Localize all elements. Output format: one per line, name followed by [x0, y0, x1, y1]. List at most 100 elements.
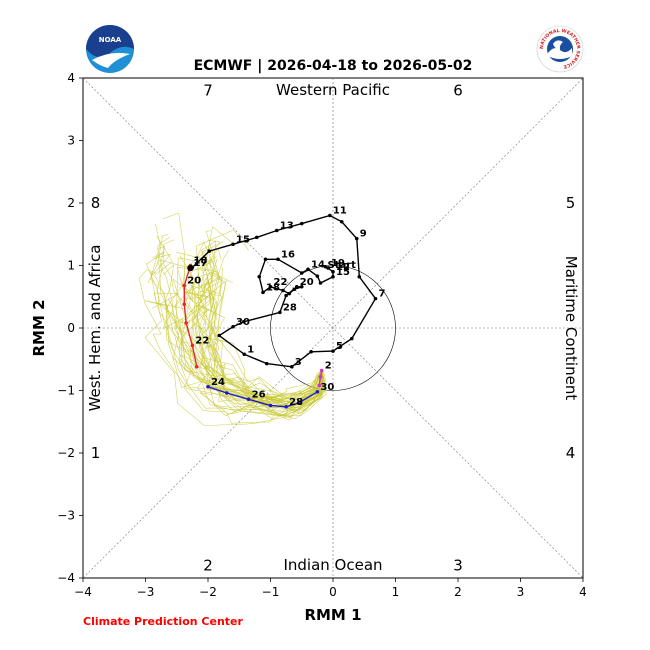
y-tick-label: 1 — [67, 259, 75, 273]
forecast-blue-point — [206, 384, 210, 389]
observed-point-label: 18 — [266, 282, 280, 293]
phase-number-label: 8 — [91, 194, 101, 212]
phase-number-label: 3 — [453, 557, 463, 575]
observed-point — [299, 221, 304, 226]
observed-point — [354, 236, 359, 241]
chart-title: ECMWF | 2026-04-18 to 2026-05-02 — [194, 58, 473, 74]
observed-point — [207, 249, 212, 253]
observed-point-label: 30 — [236, 317, 250, 328]
forecast-red-point-label: 22 — [195, 336, 209, 347]
noaa-logo: NOAA — [86, 25, 134, 73]
observed-point-label: 14 — [311, 259, 325, 270]
forecast-red-point — [184, 321, 188, 325]
observed-point — [274, 228, 279, 233]
observed-point-label: 1 — [247, 344, 254, 355]
ensemble-member-line — [197, 267, 324, 409]
observed-point — [268, 284, 273, 289]
observed-point-label: 12 — [336, 262, 350, 273]
phase-number-label: 7 — [203, 82, 213, 100]
ensemble-member-line — [208, 289, 324, 420]
observed-point-label: 17 — [194, 258, 208, 269]
ensemble-member-line — [196, 291, 324, 420]
observed-point — [263, 257, 268, 262]
ensemble-member-line — [179, 255, 323, 407]
labels-layer: Western Pacific Indian Ocean West. Hem. an… — [86, 81, 580, 575]
nws-logo: NATIONAL WEATHER SERVICE — [536, 25, 584, 73]
x-tick-label: −3 — [137, 585, 155, 599]
forecast-blue-point — [284, 404, 288, 409]
observed-point — [217, 333, 222, 338]
observed-point — [241, 319, 246, 324]
region-label-top: Western Pacific — [276, 81, 390, 99]
observed-point — [299, 271, 304, 275]
observed-point — [306, 267, 310, 272]
ensemble-member-line — [212, 272, 327, 415]
y-tick-label: 4 — [67, 71, 75, 85]
region-label-bottom: Indian Ocean — [283, 556, 382, 574]
y-tick-label: 3 — [67, 134, 75, 148]
observed-point-label: 3 — [295, 357, 302, 368]
ensemble-member-line — [150, 237, 323, 402]
observed-point-label: 11 — [333, 206, 347, 217]
ensemble-member-line — [199, 230, 326, 400]
phase-number-label: 6 — [453, 82, 463, 100]
observed-point — [294, 284, 299, 289]
x-tick-label: −2 — [199, 585, 217, 599]
region-label-right: Maritime Continent — [562, 256, 580, 401]
x-tick-label: 2 — [454, 585, 462, 599]
observed-point — [331, 274, 335, 279]
forecast-magenta-point — [318, 374, 323, 379]
y-tick-label: −2 — [57, 446, 75, 460]
forecast-magenta-point — [317, 383, 322, 388]
ensemble-member-line — [162, 299, 323, 424]
observed-point — [309, 349, 313, 354]
ensemble-member-line — [184, 226, 325, 403]
region-label-left: West. Hem. and Africa — [86, 245, 104, 412]
observed-point — [326, 266, 330, 270]
observed-point-label: 15 — [236, 234, 250, 245]
observed-point-label: 9 — [360, 229, 367, 240]
observed-point — [318, 281, 323, 285]
forecast-blue-point — [246, 397, 251, 402]
x-tick-label: 3 — [517, 585, 525, 599]
ensemble-member-line — [184, 241, 325, 396]
ensemble-member-line — [147, 259, 323, 412]
observed-point — [231, 242, 235, 247]
observed-point — [331, 349, 335, 353]
observed-point — [289, 364, 294, 369]
observed-point — [292, 287, 297, 292]
y-axis-label: RMM 2 — [30, 299, 48, 356]
observed-point — [287, 291, 292, 296]
observed-point — [349, 336, 354, 341]
y-tick-label: −4 — [57, 571, 75, 585]
observed-point-label: 22 — [274, 277, 288, 288]
start-label: Start — [328, 260, 357, 271]
observed-point — [242, 352, 247, 357]
unit-circle — [270, 265, 396, 391]
forecast-blue-point — [224, 391, 229, 395]
observed-point — [281, 288, 285, 293]
forecast-red-point — [182, 283, 187, 288]
observed-point-label: 20 — [300, 277, 314, 288]
x-tick-label: −1 — [262, 585, 280, 599]
observed-point — [276, 257, 280, 262]
forecast-red-point — [190, 343, 195, 348]
observed-point — [357, 274, 362, 279]
observed-point-label: 16 — [281, 249, 295, 260]
noaa-logo-text: NOAA — [99, 36, 122, 44]
y-tick-label: −3 — [57, 509, 75, 523]
observed-point — [261, 290, 265, 295]
forecast-blue-point — [296, 401, 301, 405]
phase-number-label: 1 — [91, 444, 101, 462]
x-tick-label: −4 — [74, 585, 92, 599]
end-marker — [187, 264, 194, 272]
x-axis-label: RMM 1 — [304, 606, 361, 624]
forecast-red-point-label: 18 — [194, 256, 208, 267]
forecast-blue-point — [268, 403, 273, 408]
y-tick-label: 2 — [67, 196, 75, 210]
forecast-red-point — [194, 364, 199, 369]
